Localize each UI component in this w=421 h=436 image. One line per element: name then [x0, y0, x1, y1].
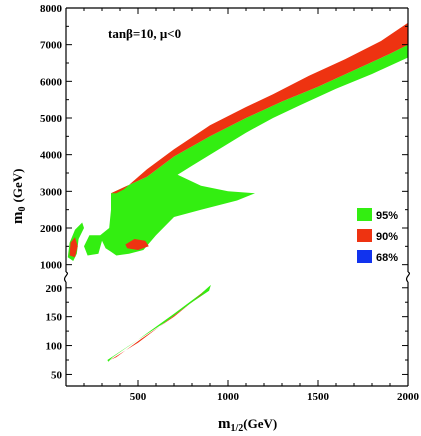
- x-axis-title-unit: (GeV): [243, 416, 277, 431]
- legend-swatch-68: [357, 250, 372, 263]
- x-tick-label: 1000: [217, 391, 240, 403]
- y-axis-title-main: m: [10, 211, 26, 224]
- y-upper-tick-label: 5000: [40, 113, 63, 125]
- axis-break-right: [405, 271, 411, 283]
- y-upper-tick-label: 3000: [40, 186, 63, 198]
- parameter-annotation: tanβ=10, μ<0: [108, 26, 181, 41]
- legend-label-68: 68%: [376, 252, 398, 264]
- y-upper-tick-label: 6000: [40, 76, 63, 88]
- x-axis-title: m1/2(GeV): [218, 416, 277, 434]
- x-axis-title-main: m: [218, 416, 231, 432]
- y-axis-title-sub: 0: [17, 207, 28, 212]
- legend-label-95: 95%: [376, 210, 398, 222]
- x-axis-title-sub: 1/2: [231, 423, 244, 434]
- y-upper-tick-label: 4000: [40, 150, 63, 162]
- region-90-lower-band: [109, 290, 205, 361]
- y-axis-title: m0 (GeV): [10, 169, 28, 224]
- y-lower-tick-label: 200: [46, 283, 63, 295]
- y-upper-tick-label: 1000: [40, 260, 63, 272]
- legend-swatch-95: [357, 208, 372, 221]
- x-tick-label: 2000: [397, 391, 420, 403]
- region-95-upper-band: [84, 44, 408, 256]
- region-90-upper-band: [111, 22, 408, 194]
- region-90-left-island: [69, 237, 78, 258]
- legend-swatch-90: [357, 229, 372, 242]
- region-90-upper-island: [125, 239, 149, 250]
- x-tick-label: 1500: [307, 391, 330, 403]
- axis-break-left: [63, 271, 69, 283]
- region-95-lower-band: [107, 284, 211, 362]
- y-upper-tick-label: 8000: [40, 3, 63, 15]
- y-upper-tick-label: 2000: [40, 223, 63, 235]
- y-lower-tick-label: 50: [51, 369, 63, 381]
- y-axis-title-unit: (GeV): [10, 169, 25, 203]
- y-lower-tick-label: 150: [46, 312, 63, 324]
- legend-label-90: 90%: [376, 231, 398, 243]
- y-lower-tick-label: 100: [46, 341, 63, 353]
- y-upper-tick-label: 7000: [40, 40, 63, 52]
- x-tick-label: 500: [130, 391, 147, 403]
